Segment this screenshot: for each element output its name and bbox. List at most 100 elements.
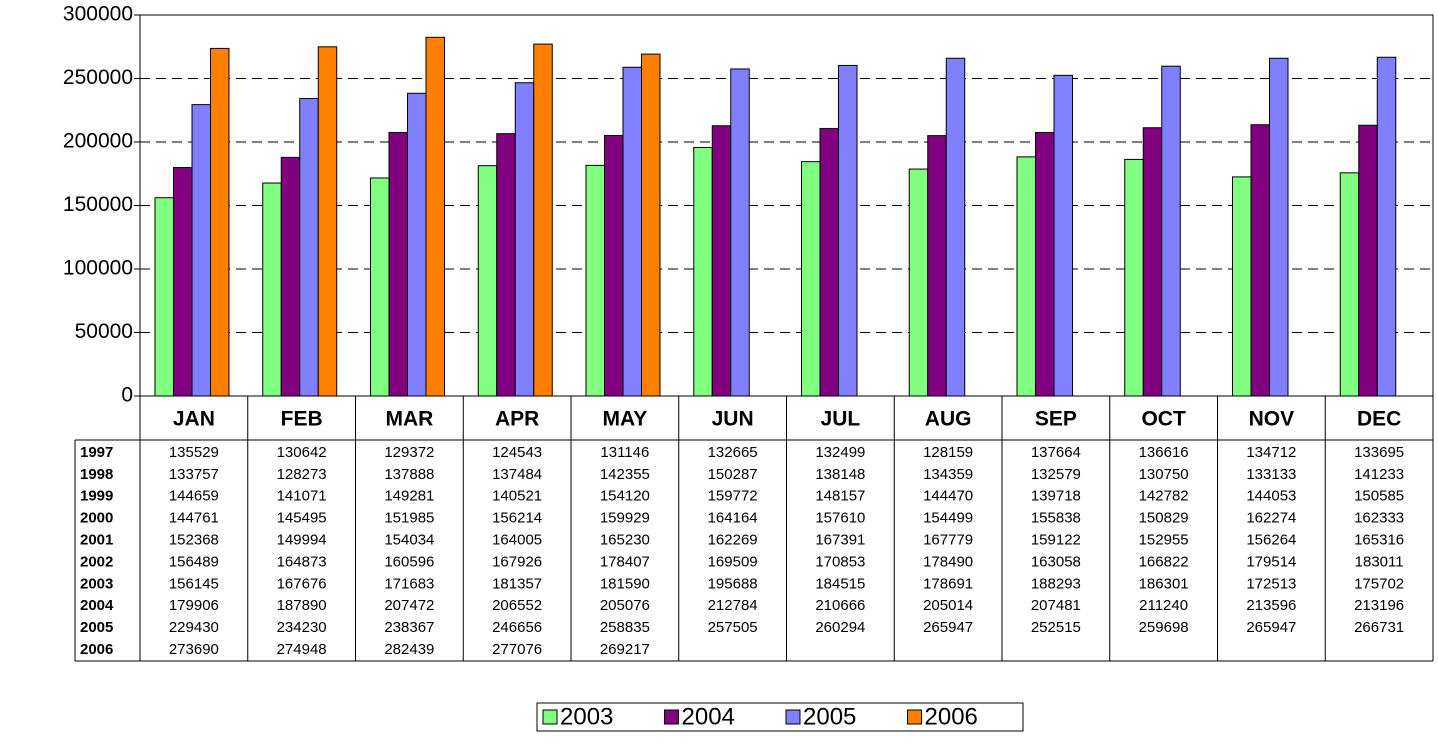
- table-cell: 152955: [1139, 532, 1189, 549]
- legend-label: 2004: [682, 703, 735, 730]
- bar: [693, 146, 713, 397]
- table-cell: 159122: [1031, 532, 1081, 549]
- table-cell: 148157: [815, 488, 865, 505]
- table-cell: 210666: [815, 597, 865, 614]
- table-row-label: 2003: [80, 575, 113, 592]
- table-cell: 258835: [600, 619, 650, 636]
- table-cell: 167391: [815, 532, 865, 549]
- table-cell: 139718: [1031, 488, 1081, 505]
- x-tick-label: JAN: [173, 408, 215, 431]
- x-tick-label: MAR: [385, 408, 433, 431]
- table-cell: 151985: [384, 510, 434, 527]
- table-cell: 179906: [169, 597, 219, 614]
- table-cell: 133695: [1354, 444, 1404, 461]
- bar: [425, 36, 445, 397]
- table-cell: 131146: [600, 444, 649, 461]
- table-cell: 274948: [277, 641, 327, 658]
- table-cell: 137664: [1031, 444, 1081, 461]
- x-tick-label: FEB: [281, 408, 323, 431]
- table-row-label: 2001: [80, 532, 113, 549]
- bar: [1016, 156, 1036, 397]
- table-cell: 167926: [492, 553, 542, 570]
- table-cell: 265947: [1246, 619, 1296, 636]
- table-cell: 164005: [492, 532, 542, 549]
- table-cell: 178691: [923, 575, 973, 592]
- table-cell: 277076: [492, 641, 542, 658]
- y-tick-label: 200000: [63, 130, 133, 153]
- table-cell: 167676: [277, 575, 327, 592]
- bar: [1035, 131, 1055, 397]
- x-tick-label: JUL: [821, 408, 861, 431]
- x-tick-label: OCT: [1141, 408, 1186, 431]
- table-cell: 144053: [1246, 488, 1296, 505]
- y-tick-label: 100000: [63, 257, 133, 280]
- table-cell: 259698: [1139, 619, 1189, 636]
- legend-label: 2006: [925, 703, 978, 730]
- legend-swatch: [542, 709, 558, 725]
- table-cell: 132499: [815, 444, 865, 461]
- x-tick-label: NOV: [1249, 408, 1295, 431]
- y-tick-label: 0: [121, 384, 133, 407]
- table-row-label: 1998: [80, 466, 113, 483]
- bar: [1161, 65, 1181, 397]
- x-tick-label: JUN: [712, 408, 754, 431]
- bar: [533, 43, 553, 397]
- table-cell: 246656: [492, 619, 542, 636]
- table-cell: 166822: [1139, 553, 1189, 570]
- bar: [622, 66, 642, 397]
- legend-swatch: [664, 709, 679, 725]
- table-row-label: 2004: [80, 597, 114, 614]
- table-cell: 159772: [708, 488, 758, 505]
- table-cell: 273690: [169, 641, 219, 658]
- table-cell: 269217: [600, 641, 650, 658]
- table-cell: 140521: [492, 488, 542, 505]
- table-cell: 160596: [384, 553, 434, 570]
- table-cell: 133757: [169, 466, 219, 483]
- table-cell: 164164: [708, 510, 758, 527]
- x-tick-label: SEP: [1035, 408, 1077, 431]
- legend-label: 2005: [803, 703, 856, 730]
- bar: [945, 57, 966, 397]
- table-cell: 138148: [815, 466, 865, 483]
- table-cell: 132579: [1031, 466, 1081, 483]
- table-row-label: 2002: [80, 553, 113, 570]
- bar: [730, 68, 750, 397]
- bar: [819, 127, 839, 397]
- table-cell: 178407: [600, 553, 650, 570]
- table-cell: 266731: [1354, 619, 1404, 636]
- table-cell: 156145: [169, 575, 219, 592]
- table-row-label: 1997: [80, 444, 113, 461]
- bar: [191, 104, 211, 397]
- table-cell: 171683: [384, 575, 434, 592]
- bar: [838, 64, 858, 397]
- table-row-label: 2000: [80, 510, 113, 527]
- table-cell: 142355: [600, 466, 650, 483]
- x-tick-label: DEC: [1357, 408, 1401, 431]
- table-cell: 207472: [384, 597, 434, 614]
- y-tick-label: 300000: [63, 3, 133, 26]
- table-cell: 170853: [815, 553, 865, 570]
- bar: [927, 135, 947, 397]
- bar: [262, 182, 282, 397]
- table-cell: 149281: [384, 488, 434, 505]
- table-cell: 137888: [384, 466, 434, 483]
- bar: [1232, 176, 1252, 397]
- table-cell: 260294: [815, 619, 865, 636]
- bar: [299, 98, 319, 397]
- bar: [210, 47, 230, 397]
- table-cell: 188293: [1031, 575, 1081, 592]
- table-cell: 206552: [492, 597, 542, 614]
- y-tick-label: 250000: [63, 66, 133, 89]
- table-cell: 156214: [492, 510, 542, 527]
- table-cell: 144470: [923, 488, 973, 505]
- table-cell: 132665: [708, 444, 758, 461]
- table-cell: 136616: [1139, 444, 1189, 461]
- table-cell: 229430: [169, 619, 219, 636]
- table-cell: 128159: [923, 444, 973, 461]
- legend-swatch: [785, 709, 801, 725]
- table-cell: 212784: [708, 597, 758, 614]
- table-cell: 156264: [1246, 532, 1296, 549]
- table-cell: 133133: [1246, 466, 1296, 483]
- table-cell: 167779: [923, 532, 973, 549]
